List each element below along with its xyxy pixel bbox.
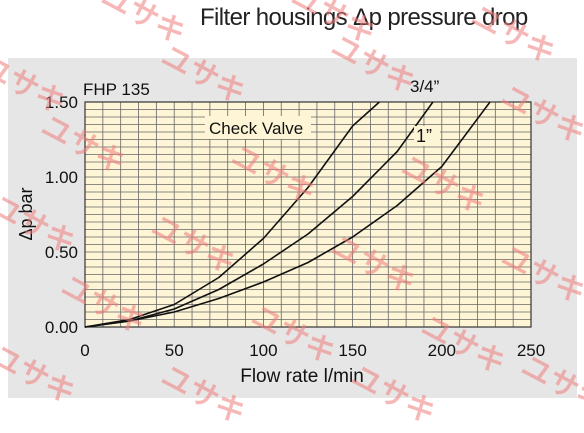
- series-label-one-inch: 1”: [416, 126, 432, 146]
- x-tick-label: 250: [517, 341, 545, 360]
- series-line-1: [84, 101, 434, 328]
- pressure-drop-chart: 0 50 100 150 200 250 0.00 0.50 1.00 1.50 Flow rate…: [16, 77, 545, 387]
- x-tick-label: 150: [338, 341, 366, 360]
- series-line-2: [84, 101, 491, 328]
- y-tick-label: 0.50: [45, 243, 78, 262]
- model-label: FHP 135: [83, 80, 150, 99]
- y-tick-label: 1.00: [45, 168, 78, 187]
- x-axis-label: Flow rate l/min: [240, 366, 364, 387]
- x-tick-label: 50: [165, 341, 184, 360]
- series-label-check-valve: Check Valve: [209, 119, 303, 138]
- series-line-0: [84, 101, 380, 328]
- page-title: Filter housings Δp pressure drop: [200, 4, 528, 31]
- y-tick-label: 1.50: [45, 93, 78, 112]
- grid-layer: [84, 101, 532, 328]
- x-tick-label: 100: [249, 341, 277, 360]
- plot-frame: [84, 101, 532, 328]
- x-tick-label: 0: [80, 341, 89, 360]
- x-tick-label: 200: [428, 341, 456, 360]
- check-valve-label-bg: [205, 116, 311, 139]
- label-layer: 0 50 100 150 200 250 0.00 0.50 1.00 1.50 Flow rate…: [16, 77, 545, 387]
- one-inch-label-bg: [414, 126, 440, 146]
- curve-layer: [84, 101, 491, 328]
- y-axis-label: Δp bar: [16, 187, 36, 240]
- y-tick-label: 0.00: [45, 318, 78, 337]
- series-label-three-quarter: 3/4”: [410, 77, 440, 96]
